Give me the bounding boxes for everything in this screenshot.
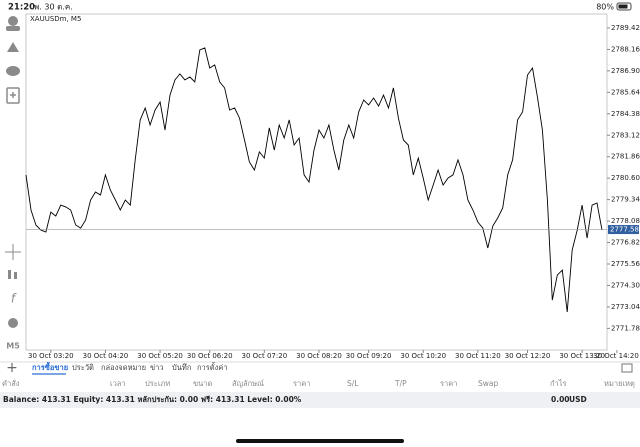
column-header: กำไร [550, 379, 567, 388]
x-tick-label: 30 Oct 06:20 [187, 352, 233, 360]
y-tick-label: 2771.780 [611, 324, 640, 332]
price-line [25, 47, 603, 313]
candle-icon[interactable] [8, 270, 11, 279]
account-icon-body [6, 26, 20, 31]
status-date: พ. 30 ต.ค. [34, 3, 73, 12]
x-tick-label: 30 Oct 04:20 [83, 352, 129, 360]
status-time: 21:20 [8, 3, 35, 13]
chat-icon[interactable] [6, 66, 20, 76]
y-tick-label: 2775.560 [611, 260, 640, 268]
y-tick-label: 2779.340 [611, 196, 640, 204]
column-header: Swap [478, 379, 498, 388]
column-header: ราคา [440, 379, 457, 388]
account-icon[interactable] [8, 16, 18, 26]
tab[interactable]: การตั้งค่า [197, 362, 228, 372]
objects-icon[interactable] [8, 318, 18, 328]
current-price-label: 2777.583 [610, 226, 640, 234]
x-tick-label: 30 Oct 11:20 [455, 352, 501, 360]
status-battery: 80% [596, 3, 614, 12]
balance-text: Balance: 413.31 Equity: 413.31 หลักประกั… [3, 395, 302, 404]
x-tick-label: 30 Oct 12:20 [505, 352, 551, 360]
tabs: การซื้อขาย ประวัติ กล่องจดหมาย ข่าว บันทึก กา… [32, 361, 228, 375]
current-price-box [608, 225, 639, 235]
battery-icon [616, 2, 632, 11]
timeframe[interactable]: M5 [6, 342, 20, 351]
y-tick-label: 2774.300 [611, 281, 640, 289]
column-header: ประเภท [145, 379, 170, 388]
column-header: คำสั่ง [2, 378, 20, 388]
x-tick-label: 30 Oct 05:20 [137, 352, 183, 360]
add-button[interactable]: + [6, 360, 18, 376]
y-tick-label: 2783.120 [611, 131, 640, 139]
y-tick-label: 2776.820 [611, 239, 640, 247]
expand-icon[interactable] [621, 363, 633, 373]
column-header: หมายเหตุ [604, 379, 635, 388]
battery-level [618, 4, 628, 9]
tab[interactable]: การซื้อขาย [32, 361, 68, 372]
x-tick-label: 30 Oct 03:20 [28, 352, 74, 360]
tab[interactable]: กล่องจดหมาย [101, 363, 146, 372]
column-header: ขนาด [193, 379, 212, 388]
balance-bar [0, 392, 640, 408]
x-tick-label: 30 Oct 10:20 [400, 352, 446, 360]
column-header: S/L [347, 379, 359, 388]
column-header: เวลา [110, 379, 126, 388]
x-tick-label: 30 Oct 08:20 [296, 352, 342, 360]
x-tick-label: 30 Oct 13:20 [559, 352, 605, 360]
y-tick-label: 2784.380 [611, 110, 640, 118]
column-headers: คำสั่ง เวลา ประเภท ขนาด สัญลักษณ์ ราคา S/L T/P ร… [2, 378, 635, 388]
y-tick-label: 2786.900 [611, 67, 640, 75]
toolbar: f M5 [5, 16, 21, 351]
y-tick-label: 2789.420 [611, 24, 640, 32]
y-tick-label: 2780.600 [611, 174, 640, 182]
trade-icon[interactable] [7, 42, 19, 52]
y-tick-label: 2781.860 [611, 153, 640, 161]
tab[interactable]: ประวัติ [72, 363, 94, 372]
y-tick-label: 2785.640 [611, 88, 640, 96]
y-tick-label: 2788.160 [611, 45, 640, 53]
column-header: ราคา [293, 379, 310, 388]
currency: USD [569, 395, 587, 404]
tab[interactable]: บันทึก [172, 363, 191, 372]
x-tick-label: 30 Oct 14:20 [593, 352, 639, 360]
crosshair-icon[interactable] [5, 244, 21, 260]
column-header: สัญลักษณ์ [232, 379, 264, 388]
column-header: T/P [394, 379, 407, 388]
symbol-label: XAUUSDm, M5 [30, 15, 81, 23]
x-tick-label: 30 Oct 09:20 [346, 352, 392, 360]
candle-icon-2 [14, 272, 17, 279]
tab[interactable]: ข่าว [150, 363, 164, 372]
add-icon-plus [10, 92, 16, 98]
home-indicator [236, 439, 404, 443]
y-tick-label: 2773.040 [611, 303, 640, 311]
profit: 0.00 [551, 395, 570, 404]
chart-frame [25, 13, 608, 351]
x-tick-label: 30 Oct 07:20 [242, 352, 288, 360]
indicator-icon[interactable]: f [11, 292, 17, 306]
y-tick-label: 2778.080 [611, 217, 640, 225]
add-icon[interactable] [6, 87, 20, 104]
chart: 2789.420 2788.160 2786.900 2785.640 2784.380… [25, 24, 640, 360]
